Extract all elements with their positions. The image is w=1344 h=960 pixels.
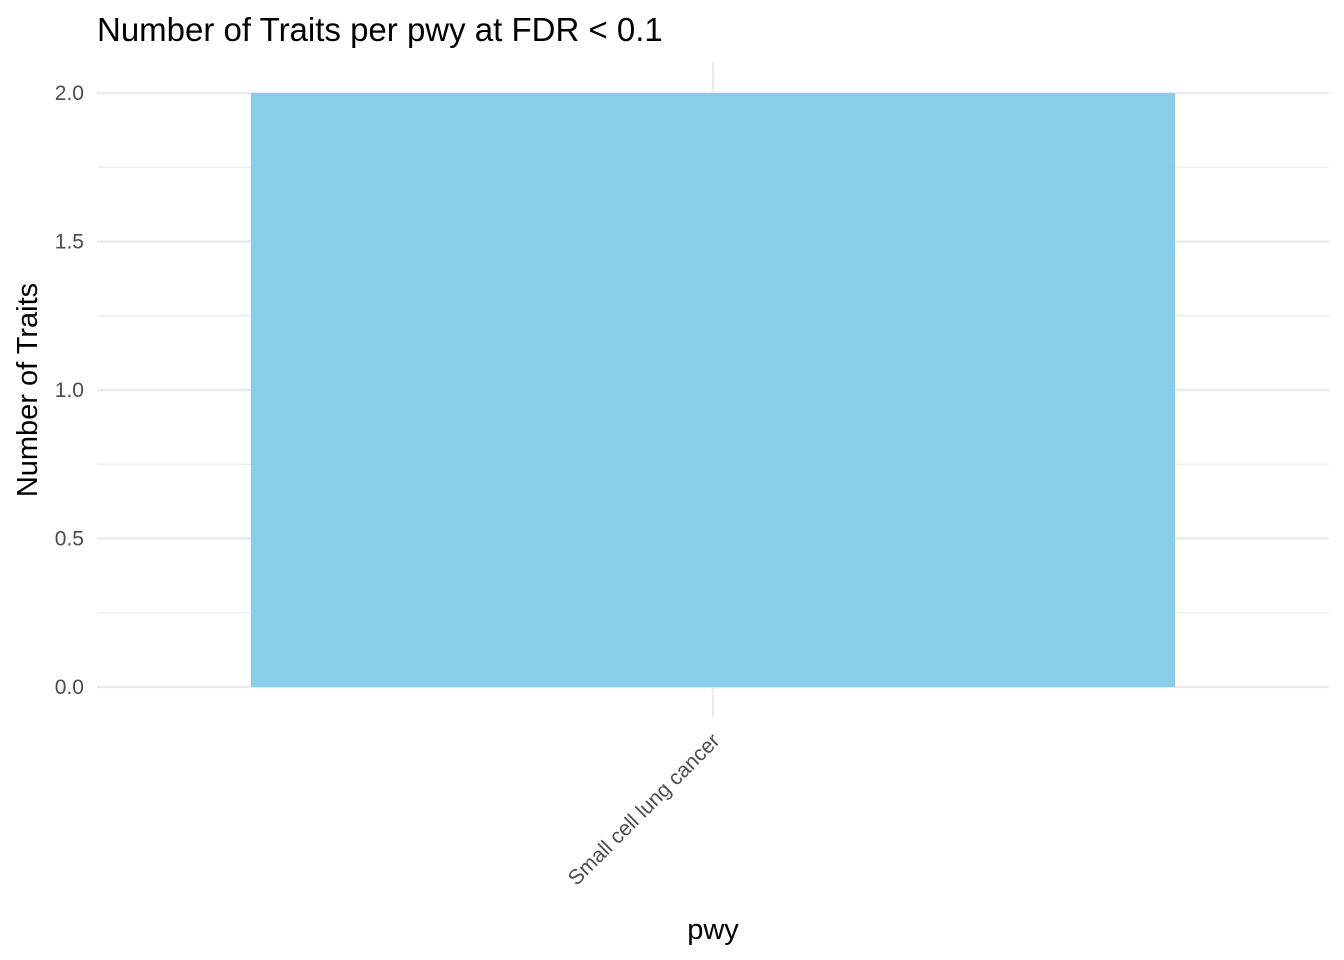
y-tick-label: 1.5 [55, 231, 84, 254]
bars [251, 93, 1175, 687]
x-tick-label: Small cell lung cancer [564, 729, 725, 890]
y-axis-title: Number of Traits [12, 283, 44, 497]
y-tick-label: 0.5 [55, 528, 84, 551]
y-axis-tick-labels: 0.0 0.5 1.0 1.5 2.0 [55, 82, 84, 699]
x-axis-title: pwy [687, 914, 739, 946]
bar [251, 93, 1175, 687]
chart-title: Number of Traits per pwy at FDR < 0.1 [97, 11, 663, 48]
y-tick-label: 1.0 [55, 379, 84, 402]
y-tick-label: 0.0 [55, 676, 84, 699]
y-tick-label: 2.0 [55, 82, 84, 105]
x-axis-tick-labels: Small cell lung cancer [564, 729, 725, 890]
